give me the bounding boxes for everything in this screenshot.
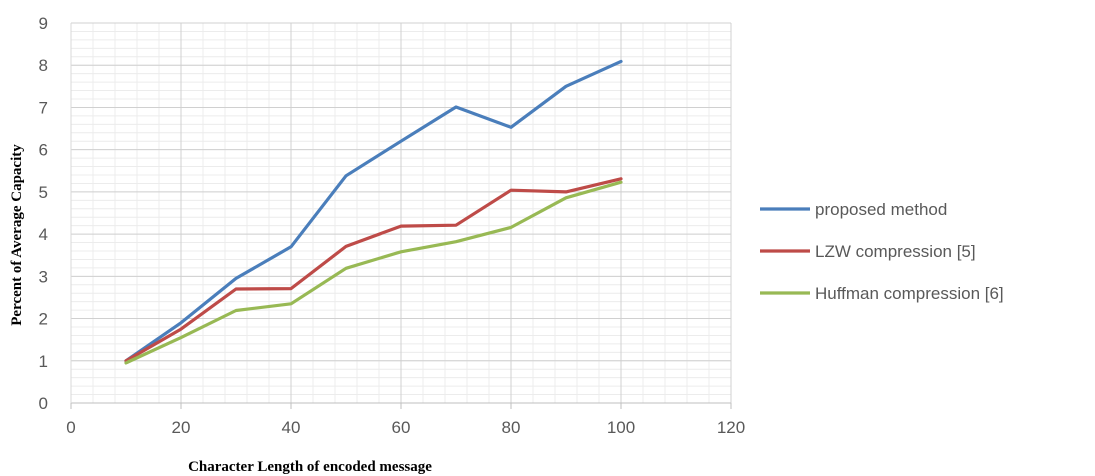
x-tick-label: 40	[282, 418, 301, 437]
x-tick-label: 100	[607, 418, 635, 437]
y-tick-label: 7	[39, 98, 48, 117]
axes	[70, 23, 732, 409]
series-line-1	[124, 59, 623, 363]
series-line-3	[124, 180, 623, 365]
y-tick-label: 5	[39, 183, 48, 202]
x-tick-label: 60	[392, 418, 411, 437]
y-tick-label: 0	[39, 394, 48, 413]
y-tick-label: 4	[39, 225, 48, 244]
y-axis-title: Percent of Average Capacity	[9, 144, 25, 326]
legend-label-1: proposed method	[815, 200, 947, 219]
y-tick-label: 1	[39, 352, 48, 371]
x-tick-label: 80	[502, 418, 521, 437]
y-tick-label: 6	[39, 141, 48, 160]
major-gridlines	[71, 22, 732, 403]
x-tick-label: 120	[717, 418, 745, 437]
y-tick-label: 8	[39, 56, 48, 75]
x-axis-tick-labels: 0 20 40 60 80 100 120	[66, 418, 745, 437]
legend-label-2: LZW compression [5]	[815, 242, 976, 261]
series-line-2	[124, 177, 623, 363]
x-tick-label: 20	[172, 418, 191, 437]
y-axis-tick-labels: 0 1 2 3 4 5 6 7 8 9	[39, 14, 48, 413]
series-lines	[124, 59, 623, 365]
x-axis-title: Character Length of encoded message	[188, 459, 432, 475]
y-tick-label: 2	[39, 310, 48, 329]
x-tick-label: 0	[66, 418, 75, 437]
y-tick-label: 9	[39, 14, 48, 33]
y-tick-label: 3	[39, 267, 48, 286]
legend-label-3: Huffman compression [6]	[815, 284, 1004, 303]
legend: proposed method LZW compression [5] Huffma…	[760, 200, 1004, 303]
